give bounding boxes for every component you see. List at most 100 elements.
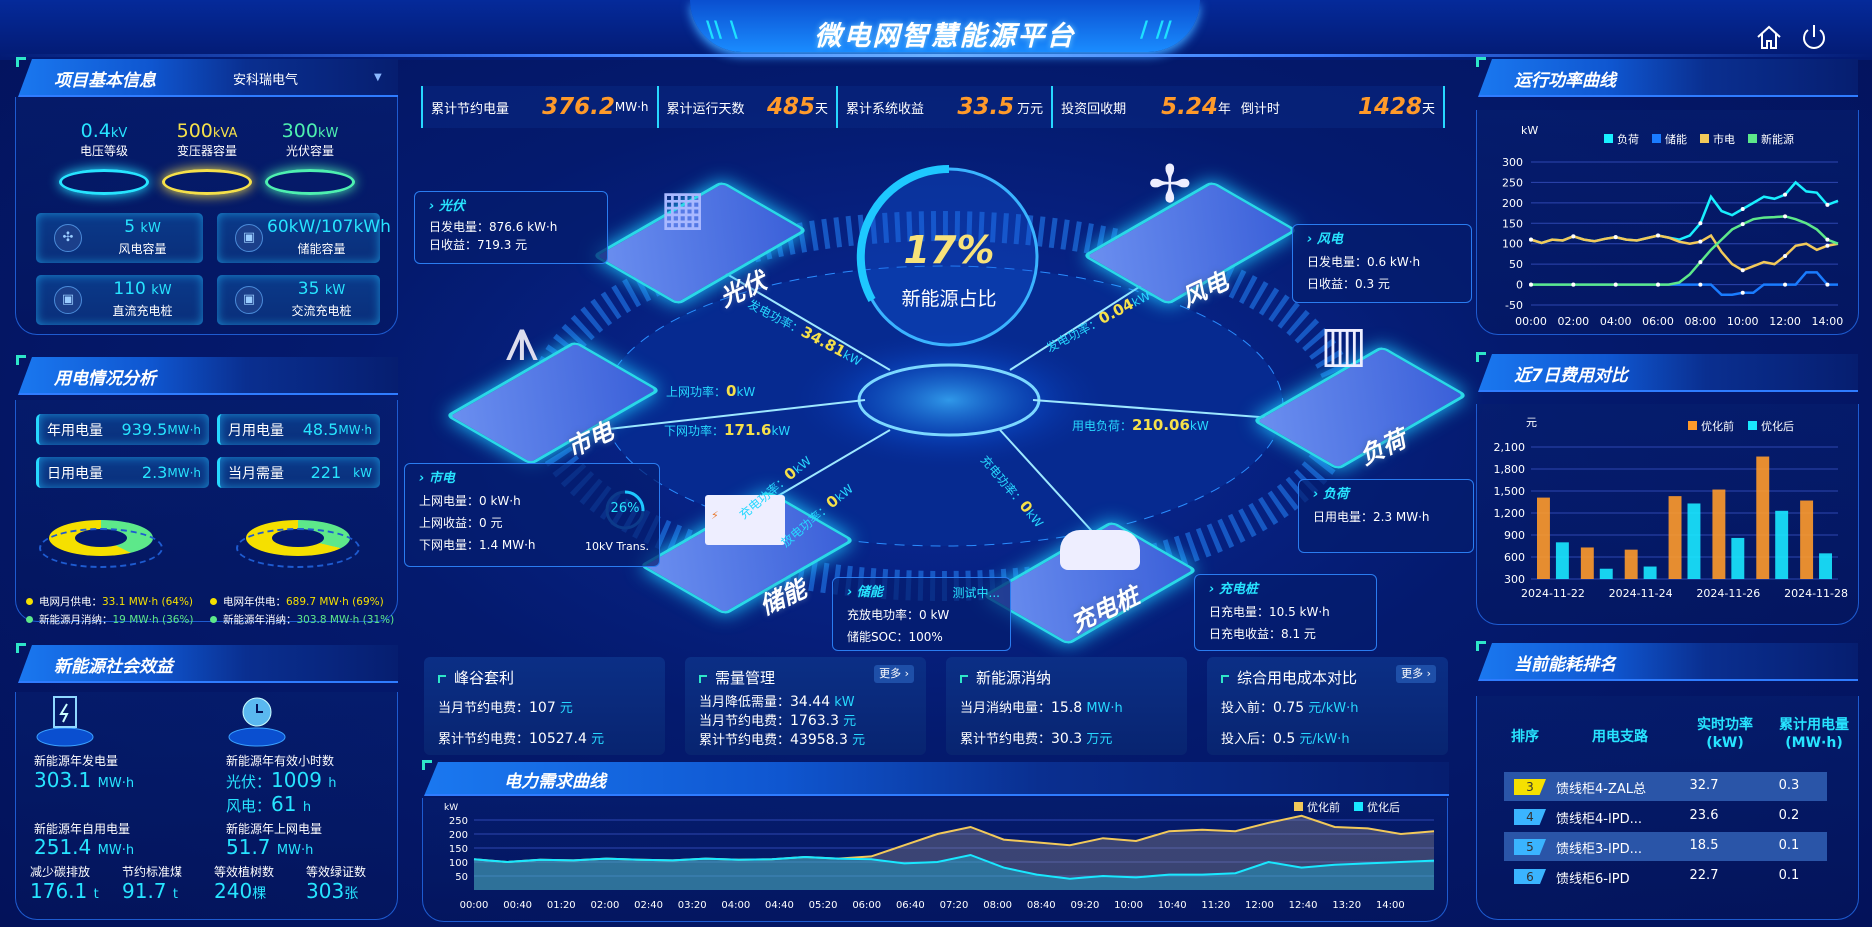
card-row: 当月节约电费：107 元 <box>438 700 573 716</box>
coal-label: 节约标准煤 <box>122 865 183 879</box>
pedestal-ring <box>162 169 252 195</box>
capacity-value: 5 kW <box>124 217 161 237</box>
stat-revenue: 累计系统收益 33.5 万元 <box>838 86 1054 128</box>
carbon-label: 减少碳排放 <box>30 865 91 879</box>
rank-header: 排序 <box>1511 729 1539 745</box>
branch-power: 32.7 <box>1689 778 1719 793</box>
chevron-down-icon[interactable]: ▼ <box>374 72 382 83</box>
stat-label: 倒计时 <box>1240 101 1280 117</box>
grid-info-line: 上网收益：0 元 <box>419 516 503 530</box>
grid-export-value: 51.7 MW·h <box>226 836 313 862</box>
tree-label: 等效植树数 <box>214 865 275 879</box>
pedestal-value: 0.4kV <box>80 120 128 142</box>
power-chart: kW -50 0 50 100 150 200 250 300 00:00 02:00 04:00 06… <box>1502 124 1843 328</box>
usage-legend-item: 电网年供电：689.7 MW·h (69%) <box>210 594 384 609</box>
panel-body-power <box>1476 110 1859 335</box>
page-title: 微电网智慧能源平台 <box>814 21 1076 52</box>
usage-value: 2.3 <box>141 463 168 482</box>
usage-label: 当月需量 <box>228 465 284 482</box>
y-tick-label: 150 <box>449 844 468 855</box>
stat-label: 累计系统收益 <box>845 101 924 117</box>
more-button[interactable]: 更多 › <box>1396 665 1436 683</box>
grid-export-label: 新能源年上网电量 <box>226 822 323 836</box>
table-row[interactable]: 6 馈线柜6-IPD 22.7 0.1 <box>1504 862 1827 884</box>
load-info-title: › 负荷 <box>1313 487 1349 502</box>
data-point <box>1698 239 1703 244</box>
legend-label: 负荷 <box>1617 132 1639 146</box>
bar-优化前 <box>1712 489 1726 579</box>
wind-turbine-icon: ✢ <box>1148 155 1192 215</box>
y-tick-label: 1,500 <box>1494 485 1526 498</box>
y-tick-label: 1,800 <box>1494 463 1526 476</box>
card-title: 新能源消纳 <box>960 665 1173 691</box>
branch-name: 馈线柜3-IPD... <box>1556 842 1643 857</box>
panel-body-cost <box>1476 404 1859 625</box>
x-tick-label: 04:40 <box>765 900 794 911</box>
bar-优化前 <box>1668 496 1682 579</box>
pedestal-value: 500kVA <box>176 120 238 142</box>
usage-unit: MW·h <box>167 422 201 437</box>
usage-label: 年用电量 <box>47 422 103 439</box>
capacity-label: 储能容量 <box>297 242 346 256</box>
legend-label: 优化前 <box>1701 419 1734 433</box>
card-row: 当月消纳电量：15.8 MW·h <box>960 700 1123 716</box>
bar-优化前 <box>1756 456 1770 579</box>
usage-legend-item: 新能源月消纳：19 MW·h (36%) <box>26 612 194 627</box>
stat-value: 5.24 <box>1161 94 1218 120</box>
header-line <box>0 54 1872 57</box>
x-tick-label: 14:00 <box>1376 900 1405 911</box>
capacity-label: 直流充电桩 <box>112 304 173 318</box>
bar-优化后 <box>1599 568 1613 579</box>
corner-decor <box>1476 57 1486 67</box>
usage-box: 月用电量 48.5 MW·h <box>217 414 380 445</box>
power-icon[interactable] <box>1799 22 1829 52</box>
grid-info-title: › 市电 <box>419 471 455 486</box>
charger-info-box: › 充电桩 日充电量：10.5 kW·h 日充电收益：8.1 元 <box>1194 574 1377 651</box>
x-tick-label: 00:40 <box>503 900 532 911</box>
pedestal-value: 300kW <box>281 120 339 142</box>
x-tick-label: 10:00 <box>1727 315 1759 328</box>
table-row[interactable]: 4 馈线柜4-IPD... 23.6 0.2 <box>1504 802 1827 831</box>
battery-container-icon: ⚡ <box>705 495 785 545</box>
charger-info-title: › 充电桩 <box>1209 582 1258 597</box>
bar-优化后 <box>1643 566 1657 579</box>
data-point <box>1698 282 1703 287</box>
charger-icon: ▣ <box>235 286 263 314</box>
bar-优化后 <box>1775 510 1789 579</box>
pedestal-ring <box>59 169 149 195</box>
legend-label: 新能源 <box>1761 132 1794 146</box>
legend-dot <box>26 616 33 623</box>
panel-title: 新能源社会效益 <box>54 657 173 677</box>
rank-badge: 5 <box>1514 839 1546 855</box>
x-tick-label: 06:40 <box>896 900 925 911</box>
tree-number: 240 <box>214 879 253 903</box>
decor-slash-right: / // <box>1140 18 1172 43</box>
x-tick-label: 07:20 <box>940 900 969 911</box>
transformer-load-gauge <box>605 490 645 530</box>
center-glow <box>789 330 1109 470</box>
charger-icon: ▣ <box>54 286 82 314</box>
charger-info-line: 日充电量：10.5 kW·h <box>1209 605 1330 619</box>
stat-value: 1428 <box>1357 94 1422 120</box>
corner-decor <box>16 355 26 365</box>
panel-title: 项目基本信息 <box>54 71 156 91</box>
more-button[interactable]: 更多 › <box>874 665 914 683</box>
gen-value: 303.1 MW·h <box>34 769 134 795</box>
usage-legend-item: 电网月供电：33.1 MW·h (64%) <box>26 594 193 609</box>
carbon-value: 176.1 t <box>30 880 99 906</box>
table-row[interactable]: 5 馈线柜3-IPD... 18.5 0.1 <box>1504 832 1827 861</box>
y-tick-label: 1,200 <box>1494 507 1526 520</box>
legend-label: 市电 <box>1713 132 1735 146</box>
panel-title: 用电情况分析 <box>54 369 156 389</box>
company-select[interactable]: 安科瑞电气 <box>233 73 299 88</box>
y-axis-unit: kW <box>444 803 458 813</box>
stat-value: 376.2 <box>542 94 615 120</box>
pv-number: 1009 <box>271 768 322 792</box>
branch-energy: 0.1 <box>1778 868 1800 883</box>
cost-chart: 元 300 600 900 1,200 1,500 1,800 2,100 2024-11-22… <box>1494 416 1849 600</box>
home-icon[interactable] <box>1754 22 1784 52</box>
stat-unit: 天 <box>1421 101 1435 117</box>
y-axis-unit: 元 <box>1526 416 1537 429</box>
table-row[interactable]: 3 馈线柜4-ZAL总 32.7 0.3 <box>1504 772 1827 801</box>
legend-label: 优化前 <box>1307 800 1340 814</box>
